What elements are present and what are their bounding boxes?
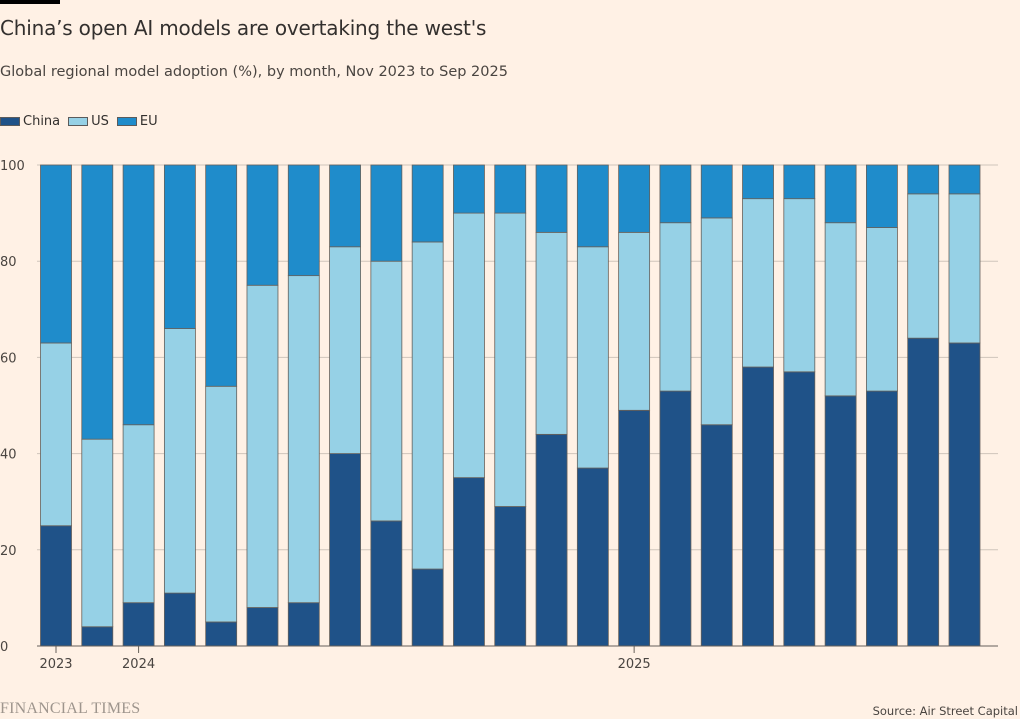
bar-us-1 (81, 438, 114, 628)
ft-top-bar (0, 0, 60, 4)
bar-eu-2 (122, 164, 155, 426)
bar-eu-20 (866, 164, 898, 228)
bar-us-9 (411, 241, 444, 570)
bar-us-15 (659, 222, 692, 392)
source-note: Source: Air Street Capital (872, 704, 1018, 718)
bar-china-10 (453, 477, 485, 647)
bar-eu-5 (246, 164, 279, 286)
legend-label-china: China (23, 114, 61, 129)
x-tick-label-2025: 2025 (618, 657, 651, 672)
bar-us-0 (40, 342, 72, 527)
bar-eu-16 (700, 164, 733, 219)
legend-swatch-china (0, 117, 20, 126)
bar-eu-4 (205, 164, 238, 387)
bar-us-20 (866, 227, 898, 392)
bar-us-5 (246, 284, 279, 608)
bar-us-21 (907, 193, 940, 339)
bar-china-4 (205, 621, 238, 647)
bar-us-11 (494, 212, 527, 507)
bar-china-3 (163, 592, 196, 647)
bar-eu-10 (453, 164, 485, 214)
chart-subtitle: Global regional model adoption (%), by m… (0, 64, 508, 80)
y-tick-label-100: 100 (0, 159, 25, 174)
bar-us-18 (783, 198, 816, 373)
bar-china-8 (370, 520, 403, 647)
bar-china-5 (246, 607, 279, 647)
bar-china-16 (700, 424, 733, 647)
bar-eu-22 (948, 164, 981, 195)
ft-logo: FINANCIAL TIMES (0, 700, 141, 717)
bar-china-19 (824, 395, 857, 647)
bar-eu-6 (287, 164, 320, 277)
bar-us-2 (122, 424, 155, 604)
bar-eu-13 (576, 164, 609, 248)
y-tick-label-80: 80 (0, 255, 17, 270)
bar-eu-14 (618, 164, 651, 233)
y-tick-label-20: 20 (0, 544, 17, 559)
bar-us-13 (576, 246, 609, 469)
bar-eu-1 (81, 164, 114, 440)
legend-swatch-us (68, 117, 89, 126)
bar-china-2 (122, 602, 155, 647)
bar-eu-7 (329, 164, 361, 248)
bar-eu-12 (535, 164, 568, 233)
y-tick-label-40: 40 (0, 448, 17, 463)
bar-china-12 (535, 433, 568, 647)
bar-eu-19 (824, 164, 857, 224)
bar-us-12 (535, 231, 568, 435)
bar-china-20 (866, 390, 898, 647)
bar-china-11 (494, 506, 527, 647)
bar-china-17 (742, 366, 774, 647)
bar-china-6 (287, 602, 320, 647)
y-tick-label-0: 0 (0, 640, 8, 655)
bar-china-1 (81, 626, 114, 647)
legend-item-eu: EU (116, 114, 158, 129)
bar-us-4 (205, 385, 238, 623)
bar-us-19 (824, 222, 857, 397)
bar-us-6 (287, 275, 320, 604)
bar-china-21 (907, 337, 940, 647)
bar-eu-15 (659, 164, 692, 224)
bar-us-14 (618, 231, 651, 411)
bar-us-22 (948, 193, 981, 344)
bar-eu-18 (783, 164, 816, 200)
bar-us-7 (329, 246, 361, 455)
bar-eu-11 (494, 164, 527, 214)
legend-swatch-eu (116, 117, 137, 126)
bar-eu-9 (411, 164, 444, 243)
legend-label-us: US (91, 114, 109, 129)
bar-eu-17 (742, 164, 774, 200)
bar-eu-8 (370, 164, 403, 262)
legend: China US EU (0, 114, 166, 129)
bar-china-9 (411, 568, 444, 647)
bar-us-16 (700, 217, 733, 426)
bar-china-7 (329, 453, 361, 647)
x-tick-label-2024: 2024 (122, 657, 155, 672)
bar-us-10 (453, 212, 485, 479)
legend-label-eu: EU (139, 114, 158, 129)
bar-china-14 (618, 409, 651, 647)
bar-eu-0 (40, 164, 72, 344)
legend-item-china: China (0, 114, 60, 129)
stacked-bar-chart: 0 20 40 60 80 100 2023 2024 2025 (0, 159, 998, 672)
bar-china-22 (948, 342, 981, 647)
bar-china-18 (783, 371, 816, 647)
bar-eu-21 (907, 164, 940, 195)
bar-china-0 (40, 525, 72, 647)
bar-us-17 (742, 198, 774, 368)
bar-china-13 (576, 467, 609, 647)
y-tick-label-60: 60 (0, 351, 17, 366)
bar-eu-3 (163, 164, 196, 329)
bar-us-3 (163, 328, 196, 594)
x-tick-label-2023: 2023 (39, 657, 72, 672)
bar-china-15 (659, 390, 692, 647)
legend-item-us: US (68, 114, 109, 129)
bar-us-8 (370, 260, 403, 522)
chart-title: China’s open AI models are overtaking th… (0, 16, 487, 40)
